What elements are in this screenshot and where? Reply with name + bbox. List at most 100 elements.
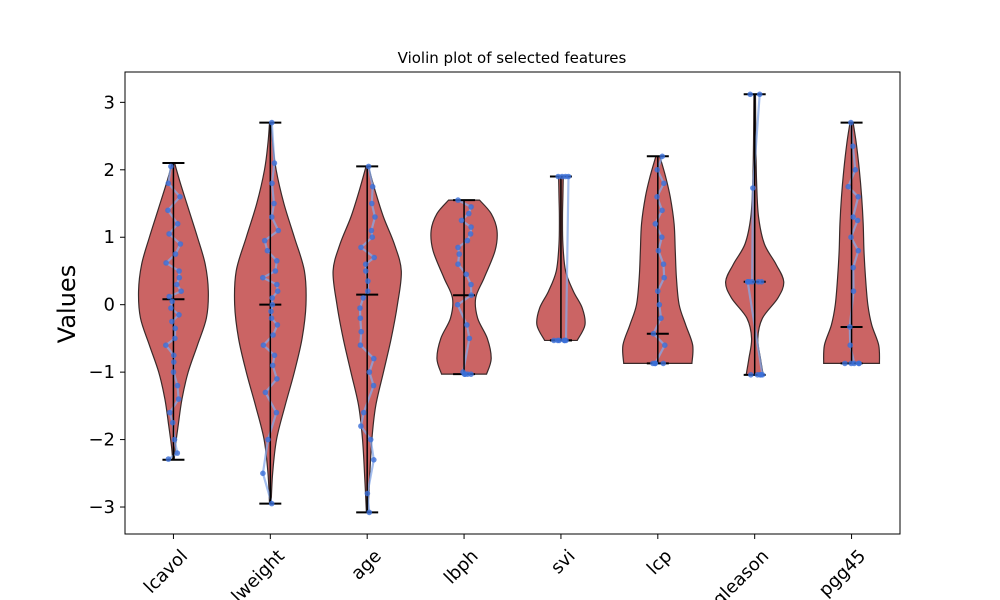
data-point [749,279,755,285]
data-point [466,335,473,342]
data-point [464,322,470,328]
data-point [366,369,373,375]
data-point [358,423,364,429]
data-point [271,352,278,359]
data-point [659,234,665,240]
data-point [363,268,369,274]
data-point [260,274,266,281]
data-point [271,160,278,166]
data-point [369,234,376,240]
data-point [174,450,181,456]
data-point [358,328,365,335]
violin-gleason [725,91,785,378]
data-point [756,91,763,98]
plot-frame [124,71,901,535]
data-point [171,352,177,359]
violin-lweight [233,119,307,507]
data-point [176,312,182,318]
data-point [163,342,169,349]
data-point [748,372,754,378]
y-tick-label: −1 [88,362,115,383]
data-point [851,360,857,367]
data-point [845,183,851,190]
data-point [274,258,280,264]
data-point [467,231,474,237]
data-point [171,436,178,443]
data-point [165,456,172,462]
data-point [168,163,174,170]
data-point [166,231,172,237]
data-point [172,335,178,342]
data-point [178,288,184,295]
data-point [650,330,657,337]
data-point [848,234,854,240]
data-point [454,301,461,308]
data-point [371,355,377,362]
data-point [655,247,662,254]
data-point [661,274,667,281]
x-tick-label-age: age [347,546,386,585]
data-point [169,318,175,325]
data-point [468,292,475,299]
data-point [275,227,282,234]
data-point [468,224,474,230]
data-point [848,119,854,126]
data-point [371,254,378,261]
data-point [750,185,756,191]
data-point [850,288,857,295]
data-point [562,173,569,180]
data-point [269,295,276,301]
y-tick-label: 2 [104,160,115,181]
data-point [174,382,181,389]
data-point [262,389,269,396]
data-point [365,163,372,170]
data-point [655,288,661,295]
data-point [163,260,169,266]
data-point [856,360,862,367]
data-point [174,281,180,288]
data-point [272,268,279,274]
y-axis-label: Values [53,265,81,343]
data-point [466,210,472,217]
data-point [371,457,377,463]
data-point [652,360,658,367]
violin-lcavol [137,162,209,462]
data-point [555,173,561,180]
violin-lcp [622,153,694,367]
data-point [852,167,859,173]
data-point [165,207,171,214]
data-point [855,194,861,200]
data-point [747,91,753,98]
data-point [850,143,856,149]
data-point [661,180,667,187]
data-point [172,325,178,332]
data-point [464,237,471,244]
chart-title: Violin plot of selected features [398,49,627,67]
data-point [458,217,465,224]
data-point [171,359,177,365]
data-point [658,315,664,322]
data-point [176,274,183,281]
data-point [847,324,853,330]
data-point [563,337,569,344]
data-point [367,436,374,443]
x-tick-label-lweight: lweight [228,546,289,600]
violin-pgg45 [823,119,881,367]
data-point [167,409,173,416]
data-point [759,372,766,378]
data-point [366,509,373,516]
y-tick-label: 0 [104,295,115,316]
data-point [847,342,853,349]
data-point [368,227,375,234]
data-point [656,301,663,308]
y-tick-label: 3 [104,92,115,113]
data-point [660,360,667,367]
point-lines [260,122,280,504]
data-point [268,500,275,507]
data-point [270,332,276,338]
data-point [370,382,377,389]
data-point [654,194,660,200]
data-point [175,396,182,402]
data-point [264,247,271,254]
y-tick-label: −3 [88,497,115,518]
